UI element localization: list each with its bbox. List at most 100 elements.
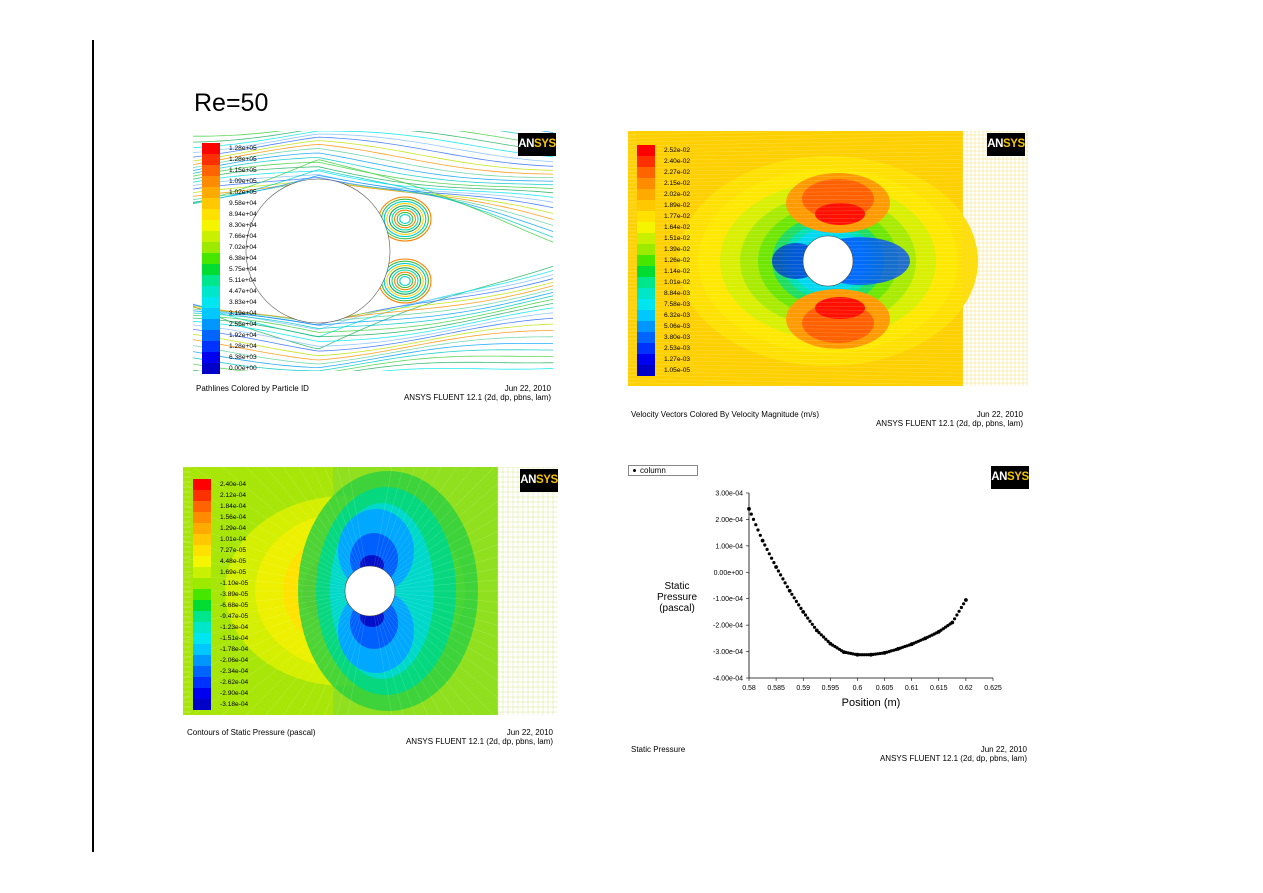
pressure-caption-date: Jun 22, 2010 <box>506 728 553 737</box>
colorbar-row: -1.78e-04 <box>193 644 248 655</box>
vector-line <box>628 304 964 308</box>
mesh-line <box>192 467 371 592</box>
mesh-line <box>369 467 442 592</box>
colorbar-swatch <box>193 578 211 589</box>
mesh-line <box>312 590 371 715</box>
vector-line <box>628 182 964 187</box>
mesh-line <box>369 467 393 592</box>
mesh-line <box>369 467 475 592</box>
colorbar-label: 1.77e-02 <box>664 213 691 220</box>
colorbar-row: 1.01e-02 <box>637 277 690 288</box>
colorbar-label: 7.58e-03 <box>664 301 691 308</box>
colorbar-row: 1.89e-02 <box>637 200 690 211</box>
vector-line <box>628 132 964 139</box>
colorbar-label: -2.06e-04 <box>220 657 249 664</box>
colorbar-swatch <box>637 178 655 189</box>
vector-line <box>628 236 964 239</box>
colorbar-row: 1.56e-04 <box>193 512 248 523</box>
colorbar-swatch <box>637 343 655 354</box>
curve-dot <box>822 635 826 639</box>
ansys-logo: ANSYS <box>991 466 1029 489</box>
colorbar-swatch <box>637 200 655 211</box>
colorbar-swatch <box>193 644 211 655</box>
cylinder-shape <box>245 178 391 324</box>
colorbar-swatch <box>202 319 220 330</box>
data-point <box>909 642 914 647</box>
colorbar-swatch <box>193 523 211 534</box>
colorbar-row: 1.26e-02 <box>637 255 690 266</box>
colorbar-row: -3.18e-04 <box>193 699 248 710</box>
curve-dot <box>794 599 798 603</box>
page-title: Re=50 <box>194 89 269 117</box>
colorbar-row: 1.02e+05 <box>202 187 257 198</box>
vector-line <box>628 163 964 169</box>
colorbar-swatch <box>202 352 220 363</box>
mesh-line <box>245 590 371 715</box>
colorbar-label: -3.89e-05 <box>220 591 249 598</box>
colorbar-label: 9.58e+04 <box>229 200 257 207</box>
pathline <box>193 159 554 243</box>
pathlines-svg <box>193 131 554 371</box>
colorbar-swatch <box>637 145 655 156</box>
colorbar-label: 1.01e-02 <box>664 279 691 286</box>
mesh-line <box>369 590 558 660</box>
mesh-line <box>369 590 558 608</box>
vector-line <box>628 378 964 385</box>
colorbar-label: 1.27e-03 <box>664 356 691 363</box>
mesh-line <box>369 590 458 715</box>
vector-line <box>628 167 964 172</box>
colorbar-swatch <box>202 363 220 374</box>
mesh-line <box>324 590 371 715</box>
mesh-line <box>245 467 371 592</box>
pathline <box>193 343 553 369</box>
mesh-line <box>347 467 371 592</box>
colorbar-label: 4.48e-05 <box>220 558 247 565</box>
colorbar-row: -2.90e-04 <box>193 688 248 699</box>
pathlines-caption: Pathlines Colored by Particle ID <box>196 384 309 393</box>
vortex-ring <box>399 214 411 224</box>
colorbar-row: 6.32e-03 <box>637 310 690 321</box>
colorbar-row: 1.84e-04 <box>193 501 248 512</box>
y-tick-label: -4.00e-04 <box>713 676 743 683</box>
mesh-line <box>183 590 371 642</box>
colorbar-label: -6.68e-05 <box>220 602 249 609</box>
vector-line <box>628 367 964 374</box>
colorbar-row: 2.27e-02 <box>637 167 690 178</box>
mesh-line <box>369 467 495 592</box>
colorbar-label: 5.11e+04 <box>229 277 257 284</box>
vector-line <box>628 375 964 382</box>
mesh-line <box>221 590 371 715</box>
pathlines-plot <box>193 131 556 371</box>
colorbar-row: 8.94e+04 <box>202 209 257 220</box>
colorbar-row: 7.02e+04 <box>202 242 257 253</box>
colorbar-row: 1.77e-02 <box>637 211 690 222</box>
curve-dot <box>810 622 814 626</box>
mesh-line <box>265 590 371 715</box>
mesh-line <box>369 467 519 592</box>
curve-dot <box>806 616 810 620</box>
vector-line <box>628 345 964 351</box>
cylinder-shape <box>344 565 396 617</box>
colorbar-row: 2.53e-03 <box>637 343 690 354</box>
colorbar-row: 4.48e-05 <box>193 556 248 567</box>
colorbar-label: 7.27e-05 <box>220 547 247 554</box>
mesh-line <box>183 574 371 592</box>
legend-label: column <box>640 466 666 475</box>
curve-dot <box>783 581 787 585</box>
vortex-ring <box>383 200 427 238</box>
mesh-line <box>369 467 428 592</box>
colorbar-swatch <box>193 501 211 512</box>
curve-dot <box>862 653 866 657</box>
colorbar-label: 1.15e+05 <box>229 167 257 174</box>
colorbar-row: -2.62e-04 <box>193 677 248 688</box>
vector-line <box>628 244 964 246</box>
vector-line <box>628 382 825 386</box>
vector-line <box>628 360 964 366</box>
data-point <box>964 598 968 602</box>
vector-line <box>628 323 964 327</box>
vector-line <box>628 286 964 288</box>
colorbar-swatch <box>202 308 220 319</box>
data-point <box>842 650 846 654</box>
y-tick-label: 1.00e-04 <box>715 543 743 550</box>
data-point <box>747 507 751 511</box>
